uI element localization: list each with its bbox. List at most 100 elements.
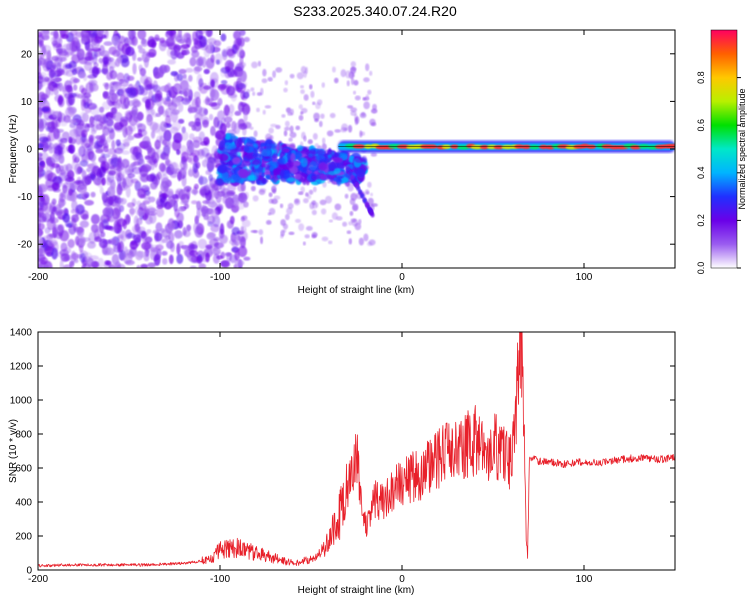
- heatmap-cell: [238, 37, 245, 48]
- heatmap-cell: [234, 38, 240, 51]
- heatmap-cell: [102, 207, 113, 216]
- heatmap-cell: [91, 66, 99, 78]
- heatmap-cell: [102, 91, 109, 100]
- heatmap-cell: [62, 184, 68, 194]
- heatmap-cell: [193, 183, 199, 190]
- heatmap-cell: [269, 135, 274, 141]
- heatmap-cell: [220, 33, 227, 42]
- heatmap-cell: [303, 135, 307, 142]
- heatmap-cell: [181, 97, 191, 105]
- heatmap-cell: [288, 144, 296, 150]
- heatmap-cell: [38, 165, 43, 177]
- heatmap-cell: [52, 110, 61, 118]
- heatmap-cell: [46, 156, 53, 167]
- heatmap-cell: [62, 84, 68, 97]
- heatmap-cell: [300, 157, 308, 168]
- heatmap-cell: [51, 153, 60, 163]
- heatmap-cell: [318, 120, 323, 128]
- heatmap-cell: [38, 101, 46, 107]
- heatmap-cell: [289, 131, 297, 138]
- heatmap-cell: [198, 131, 205, 142]
- heatmap-cell: [110, 107, 118, 115]
- heatmap-cell: [305, 225, 313, 231]
- heatmap-cell: [140, 38, 148, 48]
- heatmap-cell: [298, 114, 304, 121]
- heatmap-cell: [62, 213, 71, 223]
- heatmap-cell: [261, 178, 267, 185]
- y-tick-label: 200: [15, 532, 32, 543]
- heatmap-cell: [39, 256, 49, 265]
- heatmap-cell: [102, 239, 113, 245]
- x-tick-label: -200: [28, 272, 48, 283]
- heatmap-cell: [210, 125, 216, 137]
- heatmap-cell: [232, 157, 241, 165]
- heatmap-cell: [161, 250, 168, 256]
- heatmap-cell: [271, 198, 278, 205]
- heatmap-cell: [55, 210, 63, 216]
- heatmap-cell: [262, 68, 267, 77]
- heatmap-cell: [101, 177, 106, 186]
- heatmap-cell: [148, 48, 157, 58]
- heatmap-cell: [328, 240, 333, 245]
- heatmap-cell: [208, 41, 214, 54]
- heatmap-cell: [236, 235, 241, 241]
- heatmap-cell: [98, 156, 107, 164]
- heatmap-cell: [181, 151, 189, 163]
- heatmap-cell: [94, 176, 103, 184]
- heatmap-cell: [50, 55, 60, 62]
- heatmap-cell: [69, 261, 75, 267]
- heatmap-cell: [153, 176, 158, 188]
- heatmap-cell: [121, 177, 127, 189]
- heatmap-cell: [470, 144, 484, 150]
- heatmap-cell: [350, 110, 357, 116]
- heatmap-cell: [185, 67, 194, 73]
- heatmap-cell: [167, 59, 176, 65]
- heatmap-cell: [67, 238, 75, 249]
- heatmap-cell: [38, 161, 45, 167]
- heatmap-cell: [350, 192, 358, 201]
- heatmap-cell: [318, 174, 328, 180]
- heatmap-cell: [213, 191, 223, 199]
- heatmap-cell: [280, 219, 286, 226]
- heatmap-cell: [57, 224, 65, 232]
- heatmap-cell: [38, 218, 41, 230]
- heatmap-cell: [73, 258, 79, 264]
- heatmap-cell: [299, 85, 305, 89]
- heatmap-cell: [300, 186, 305, 193]
- heatmap-cell: [289, 125, 294, 134]
- heatmap-cell: [78, 236, 86, 247]
- heatmap-cell: [75, 204, 85, 215]
- heatmap-cell: [49, 238, 58, 247]
- heatmap-cell: [111, 253, 120, 266]
- heatmap-cell: [238, 71, 243, 76]
- heatmap-cell: [111, 207, 121, 220]
- heatmap-cell: [205, 57, 215, 69]
- heatmap-cell: [293, 198, 301, 206]
- heatmap-cell: [84, 56, 94, 61]
- heatmap-cell: [141, 233, 148, 243]
- heatmap-cell: [183, 203, 190, 209]
- heatmap-cell: [268, 207, 276, 215]
- heatmap-cell: [147, 262, 156, 268]
- heatmap-cell: [215, 206, 221, 215]
- heatmap-cell: [145, 98, 151, 109]
- x-tick-label: 0: [399, 574, 405, 585]
- heatmap-cell: [136, 122, 143, 128]
- heatmap-cell: [308, 153, 313, 158]
- x-tick-label: 100: [576, 272, 593, 283]
- snr-ylabel: SNR (10 * v/v): [8, 419, 19, 483]
- heatmap-cell: [165, 115, 172, 126]
- heatmap-cell: [52, 77, 62, 82]
- heatmap-cell: [102, 55, 109, 65]
- heatmap-cell: [132, 62, 137, 75]
- heatmap-cell: [168, 232, 175, 243]
- heatmap-cell: [175, 96, 182, 103]
- heatmap-cell: [38, 91, 47, 103]
- heatmap-cell: [218, 234, 228, 244]
- heatmap-cell: [221, 187, 231, 199]
- heatmap-cell: [55, 164, 61, 174]
- heatmap-cell: [225, 122, 231, 129]
- heatmap-cell: [130, 207, 135, 217]
- heatmap-cell: [137, 188, 146, 199]
- heatmap-cell: [65, 163, 73, 173]
